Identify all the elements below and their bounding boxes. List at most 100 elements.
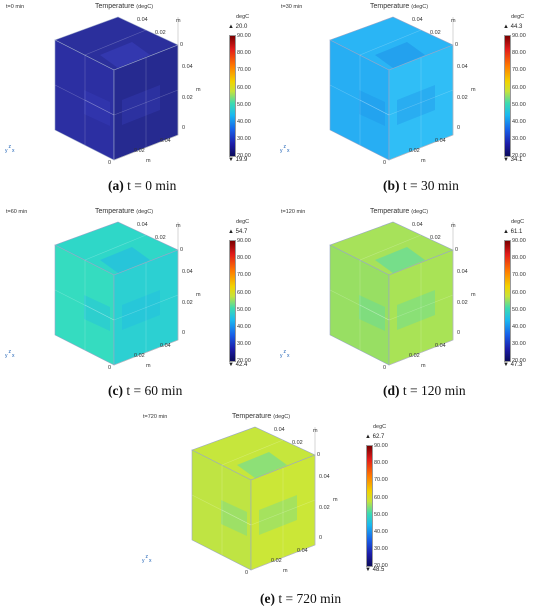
temperature-cube: [329, 221, 454, 366]
axis-tick-bottom-max: 0.04: [160, 138, 171, 144]
panel-3: t=120 min Temperature (degC) 0.04 0.02 0 m 0.0…: [275, 205, 550, 410]
colorbar-unit: degC: [236, 14, 250, 20]
axis-unit-top: m: [176, 223, 181, 229]
cube-grid-line: [388, 294, 454, 321]
cube-inner-shade-top: [100, 42, 150, 68]
axis-tick-bottom-mid: 0.02: [409, 148, 420, 154]
axis-tick-right-max: 0.04: [457, 269, 468, 275]
axis-tick-right-zero: 0: [457, 125, 461, 131]
plot-title-unit: (degC): [273, 414, 291, 420]
cube-grid-line: [191, 494, 252, 526]
triad-y-label: y: [5, 353, 8, 359]
colorbar-tick: 50.00: [374, 511, 388, 518]
axis-tick-top-mid: 0.02: [292, 440, 303, 446]
axis-line-x: [388, 339, 454, 366]
cube-grid-line: [84, 234, 147, 261]
cube-grid-line: [113, 89, 179, 116]
colorbar-max: ▲ 54.7: [228, 229, 248, 235]
coordinate-triad-icon: yzx: [5, 349, 15, 359]
colorbar-unit: degC: [236, 219, 250, 225]
cube-grid-line: [221, 439, 284, 466]
caption-text: t = 720 min: [278, 591, 342, 606]
axis-tick-right-mid: 0.02: [182, 300, 193, 306]
axis-tick-top-mid: 0.02: [430, 30, 441, 36]
colorbar-gradient: [229, 240, 236, 362]
axis-tick-right-mid: 0.02: [457, 95, 468, 101]
axis-tick-top-zero: 0: [455, 247, 459, 253]
temperature-cube: [54, 16, 179, 161]
panel-2: t=60 min Temperature (degC) 0.04 0.02 0 m 0.04…: [0, 205, 275, 410]
axis-tick-right-max: 0.04: [182, 269, 193, 275]
temperature-cube: [54, 221, 179, 366]
colorbar-tick: 30.00: [237, 341, 251, 348]
panel-0: t=0 min Temperature (degC) 0.04 0.02 0 m 0.04 0…: [0, 0, 275, 205]
cube-inner-shade-left: [221, 500, 247, 536]
colorbar-tick: 20.00: [512, 358, 526, 365]
colorbar-tick: 30.00: [374, 546, 388, 553]
axis-tick-right-zero: 0: [182, 125, 186, 131]
caption-text: t = 120 min: [402, 383, 466, 398]
axis-tick-top-mid: 0.02: [430, 235, 441, 241]
axis-line-x: [113, 134, 179, 161]
cube-grid-line: [113, 294, 179, 321]
colorbar-tick: 50.00: [237, 101, 251, 108]
colorbar-tick: 40.00: [512, 119, 526, 125]
axis-unit-right: m: [471, 292, 476, 298]
axis-tick-right-mid: 0.02: [319, 505, 330, 511]
cube-grid-line: [359, 234, 422, 261]
triad-y-label: y: [280, 353, 283, 359]
triad-x-label: x: [149, 558, 152, 564]
colorbar-gradient: [504, 240, 511, 362]
axis-tick-bottom-mid: 0.02: [409, 353, 420, 359]
colorbar-tick: 30.00: [512, 136, 526, 143]
axis-tick-bottom-zero: 0: [108, 160, 112, 166]
cube-inner-shade-left: [359, 295, 385, 331]
axis-tick-bottom-zero: 0: [383, 365, 387, 371]
cube-grid-line: [329, 289, 390, 321]
cube-grid-line: [54, 289, 115, 321]
colorbar-tick: 60.00: [374, 494, 388, 501]
axis-tick-top-zero: 0: [317, 452, 321, 458]
caption-text: t = 30 min: [402, 178, 459, 193]
cube-grid-line: [359, 29, 422, 56]
axis-line-x: [250, 544, 316, 571]
axis-tick-right-max: 0.04: [457, 64, 468, 70]
coordinate-triad-icon: yzx: [280, 144, 290, 154]
axis-tick-bottom-max: 0.04: [160, 343, 171, 349]
colorbar-tick: 20.00: [237, 358, 251, 365]
plot-title-unit: (degC): [411, 209, 429, 215]
colorbar-tick: 40.00: [237, 119, 251, 125]
colorbar-tick: 20.00: [237, 153, 251, 160]
plot-title-text: Temperature: [370, 208, 410, 215]
cube-grid-line: [359, 304, 390, 321]
axis-tick-top-max: 0.04: [274, 427, 285, 433]
axis-tick-bottom-mid: 0.02: [271, 558, 282, 564]
triad-z-label: z: [8, 349, 12, 355]
axis-unit-right: m: [471, 87, 476, 93]
plot-title-text: Temperature: [232, 413, 272, 420]
time-label: t=720 min: [143, 414, 168, 420]
axis-unit-bottom: m: [421, 363, 426, 369]
triad-x-label: x: [287, 148, 290, 154]
plot-title: Temperature (degC): [95, 208, 153, 215]
axis-tick-top-mid: 0.02: [155, 30, 166, 36]
colorbar-tick: 20.00: [374, 563, 388, 570]
panel-caption: (c) t = 60 min: [108, 383, 182, 399]
temperature-cube: [191, 426, 316, 571]
colorbar-tick: 20.00: [512, 153, 526, 160]
colorbar-tick: 40.00: [512, 324, 526, 330]
axis-tick-bottom-max: 0.04: [435, 343, 446, 349]
time-label: t=0 min: [6, 4, 25, 10]
axis-tick-top-mid: 0.02: [155, 235, 166, 241]
coordinate-triad-icon: yzx: [5, 144, 15, 154]
plot-title: Temperature (degC): [232, 413, 290, 420]
axis-tick-right-max: 0.04: [182, 64, 193, 70]
colorbar-unit: degC: [511, 219, 525, 225]
cube-inner-shade-right: [259, 495, 297, 535]
triad-z-label: z: [283, 144, 287, 150]
axis-unit-bottom: m: [146, 158, 151, 164]
axis-tick-top-zero: 0: [180, 247, 184, 253]
colorbar-min: ▼ 47.3: [503, 362, 523, 368]
cube-inner-shade-right: [122, 290, 160, 330]
axis-tick-top-max: 0.04: [137, 222, 148, 228]
